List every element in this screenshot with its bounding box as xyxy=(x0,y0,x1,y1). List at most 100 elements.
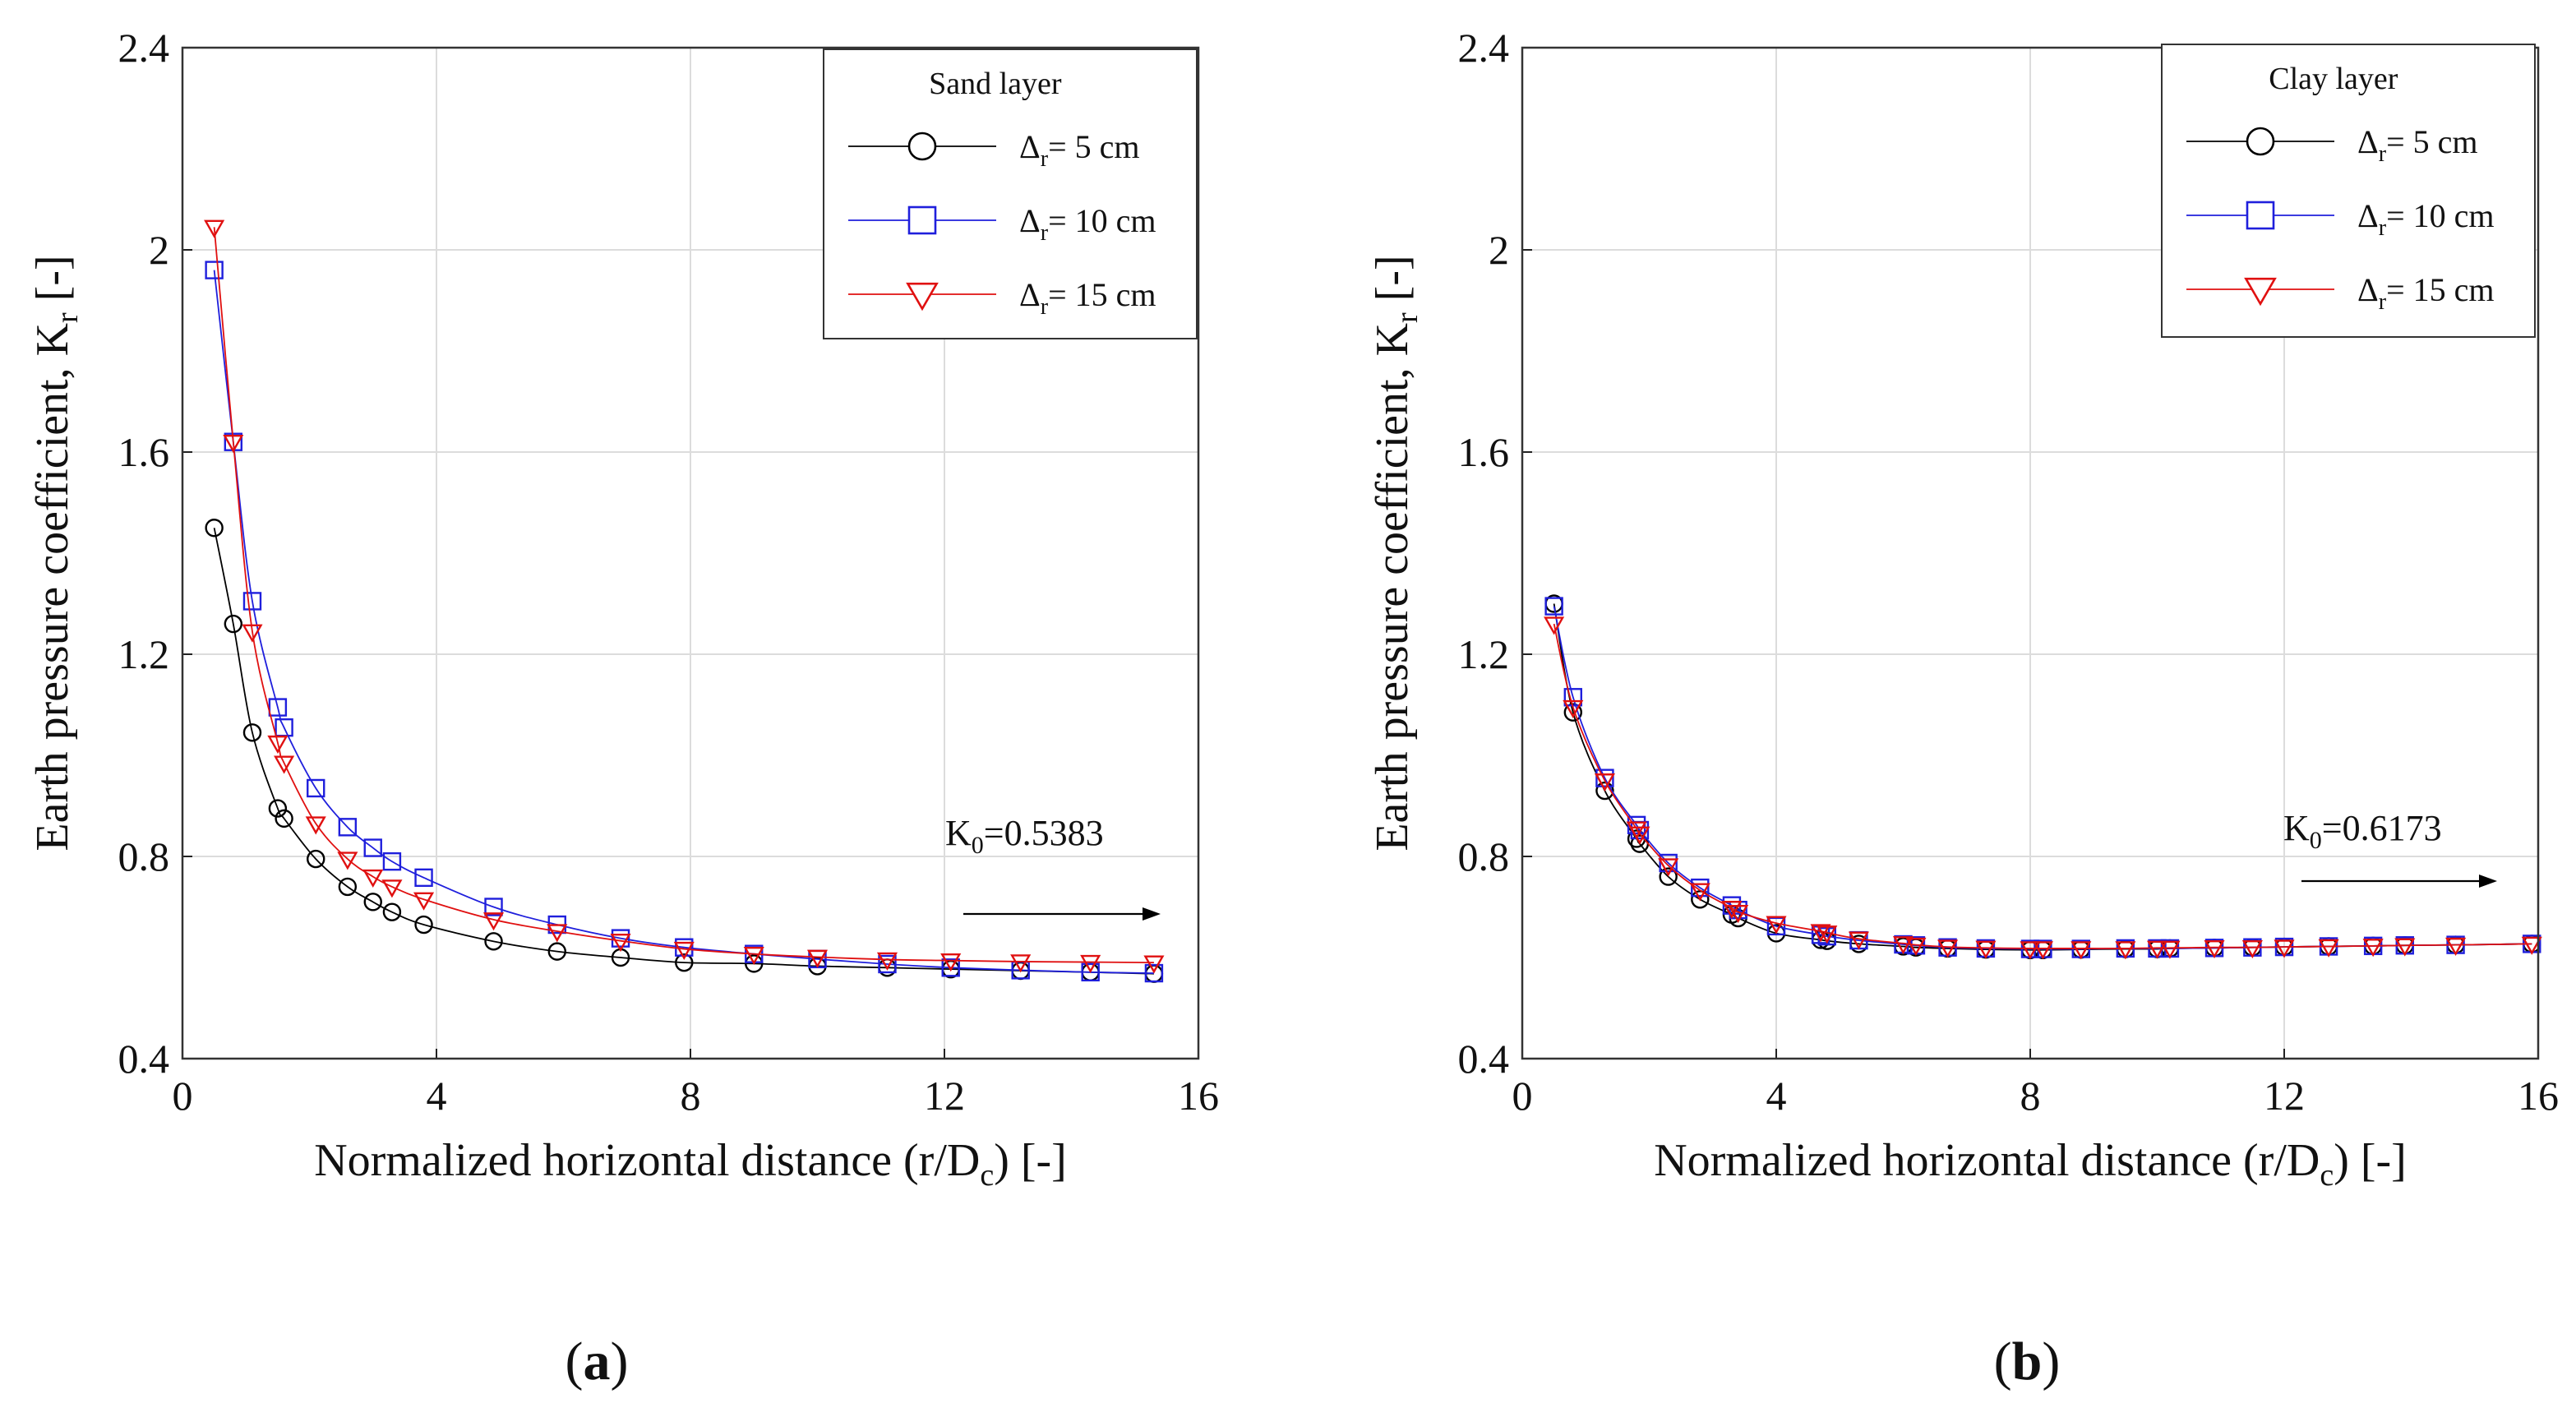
tick-labels: 0 4 8 12 16 0.4 0.8 1.2 1.6 2 2.4 xyxy=(1458,25,2560,1119)
data-point xyxy=(224,614,242,634)
data-point xyxy=(611,929,630,948)
data-point xyxy=(1081,962,1100,982)
data-point xyxy=(414,868,433,888)
data-point xyxy=(338,818,358,837)
data-point xyxy=(1563,699,1584,719)
data-point xyxy=(2020,941,2041,960)
legend: Sand layer Δr= 5 cm Δr= 10 cm Δr= 15 cm xyxy=(823,48,1198,339)
x-tick-label: 0 xyxy=(173,1073,193,1119)
legend-item-1: Δr= 10 cm xyxy=(848,202,1156,246)
legend-label: Δr= 10 cm xyxy=(1019,202,1156,246)
x-tick-label: 4 xyxy=(427,1073,447,1119)
legend-marker xyxy=(906,282,939,312)
x-tick-label: 12 xyxy=(2264,1073,2305,1119)
data-point xyxy=(242,624,263,643)
data-point xyxy=(413,892,435,911)
caption-b-letter: b xyxy=(2012,1331,2043,1391)
data-point xyxy=(610,934,631,953)
data-point xyxy=(337,851,358,870)
tick-labels: 0 4 8 12 16 0.4 0.8 1.2 1.6 2 2.4 xyxy=(118,25,1220,1119)
data-point xyxy=(268,698,288,717)
data-point xyxy=(1659,853,1678,873)
data-point xyxy=(547,924,568,943)
x-axis-title: Normalized horizontal distance (r/Dc) [-… xyxy=(1654,1135,2407,1193)
y-tick-label: 1.6 xyxy=(1458,429,1510,475)
data-point xyxy=(1892,936,1914,955)
caption-b: (b) xyxy=(1994,1331,2061,1391)
data-point xyxy=(2241,939,2263,959)
legend-title: Sand layer xyxy=(929,67,1062,101)
legend-label: Δr= 15 cm xyxy=(2357,271,2495,315)
legend-marker xyxy=(2246,201,2275,230)
y-tick-label: 2.4 xyxy=(118,25,170,71)
data-point xyxy=(2115,941,2136,960)
data-point xyxy=(1544,597,1563,616)
data-point xyxy=(2445,937,2467,957)
data-point xyxy=(1010,954,1032,973)
data-point xyxy=(307,778,325,798)
data-point xyxy=(2070,941,2092,960)
legend-item-0: Δr= 5 cm xyxy=(2186,123,2478,167)
data-point xyxy=(1848,931,1869,950)
data-point xyxy=(414,915,433,935)
data-point xyxy=(484,898,503,916)
caption-a-letter: a xyxy=(584,1331,611,1391)
x-tick-label: 8 xyxy=(2020,1073,2041,1119)
data-point xyxy=(338,877,358,897)
series-2 xyxy=(204,219,1165,974)
data-point xyxy=(363,838,382,857)
series-line xyxy=(213,528,1154,975)
data-point xyxy=(1691,878,1710,898)
legend: Clay layer Δr= 5 cm Δr= 10 cm Δr= 15 cm xyxy=(2161,44,2536,338)
data-point xyxy=(362,869,384,888)
data-point xyxy=(1144,963,1164,983)
y-tick-label: 2.4 xyxy=(1458,25,1510,71)
data-point xyxy=(2318,939,2339,958)
data-point xyxy=(2146,940,2168,959)
data-point xyxy=(2274,939,2295,958)
data-point xyxy=(2032,941,2054,960)
data-point xyxy=(1659,867,1678,886)
data-point xyxy=(242,723,262,742)
data-point xyxy=(382,902,402,921)
y-tick-label: 0.4 xyxy=(118,1036,170,1082)
k0-arrow-head xyxy=(2479,875,2497,888)
data-point xyxy=(205,519,224,538)
y-tick-label: 0.8 xyxy=(1458,833,1510,879)
data-point xyxy=(1728,904,1749,924)
data-point xyxy=(1629,826,1650,845)
data-point xyxy=(1721,901,1743,920)
data-point xyxy=(2394,938,2416,957)
data-point xyxy=(1080,954,1101,973)
data-point xyxy=(1595,768,1614,787)
y-axis-title: Earth pressure coefficient, Kr [-] xyxy=(1367,255,1424,851)
data-point xyxy=(381,879,403,898)
panel-b: 0 4 8 12 16 0.4 0.8 1.2 1.6 2 2.4 Normalized horizo… xyxy=(1367,25,2559,1193)
series-2 xyxy=(1544,616,2542,960)
data-point xyxy=(268,799,288,818)
data-point xyxy=(1143,955,1165,974)
data-point xyxy=(1905,937,1927,957)
k0-annotation: K0=0.5383 xyxy=(945,813,1104,859)
legend-marker xyxy=(2244,277,2277,307)
data-point xyxy=(941,958,960,977)
data-point xyxy=(484,932,503,951)
legend-marker xyxy=(907,205,937,235)
data-point xyxy=(307,849,325,869)
legend-label: Δr= 10 cm xyxy=(2357,197,2495,241)
legend-marker xyxy=(907,132,937,161)
data-point xyxy=(1594,773,1615,792)
panel-a: 0 4 8 12 16 0.4 0.8 1.2 1.6 2 2.4 Normalized horizo… xyxy=(27,25,1219,1193)
y-tick-label: 1.6 xyxy=(118,429,170,475)
k0-arrow-head xyxy=(1143,907,1161,921)
legend-label: Δr= 5 cm xyxy=(1019,128,1140,172)
data-point xyxy=(673,941,695,960)
data-point xyxy=(675,953,694,972)
x-tick-label: 12 xyxy=(924,1073,965,1119)
data-point xyxy=(1766,916,1787,935)
legend-item-2: Δr= 15 cm xyxy=(848,276,1156,320)
data-point xyxy=(2521,936,2542,955)
y-tick-label: 0.8 xyxy=(118,833,170,879)
legend-item-2: Δr= 15 cm xyxy=(2186,271,2495,315)
data-point xyxy=(940,953,962,972)
